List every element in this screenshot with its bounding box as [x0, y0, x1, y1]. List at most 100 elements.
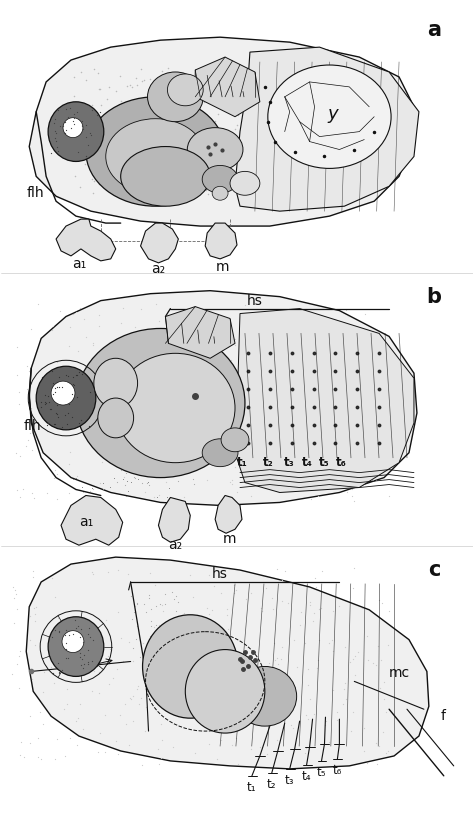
Point [141, 142, 149, 155]
Point [193, 79, 201, 92]
Point [293, 661, 301, 674]
Point [301, 480, 308, 493]
Point [235, 89, 243, 102]
Point [363, 450, 371, 463]
Point [89, 627, 96, 640]
Point [119, 473, 127, 486]
Point [39, 718, 47, 731]
Point [289, 417, 296, 430]
Point [68, 411, 76, 424]
Point [71, 108, 78, 121]
Point [277, 672, 285, 685]
Point [336, 600, 343, 613]
Point [367, 465, 374, 478]
Point [124, 107, 131, 120]
Point [210, 579, 218, 592]
Point [82, 119, 90, 132]
Ellipse shape [62, 631, 84, 653]
Point [139, 637, 147, 650]
Point [170, 437, 177, 450]
Point [129, 715, 137, 728]
Point [158, 92, 165, 105]
Point [47, 661, 55, 674]
Point [155, 758, 163, 771]
Ellipse shape [212, 186, 228, 200]
Point [54, 492, 61, 505]
Point [145, 151, 153, 164]
Polygon shape [29, 37, 414, 226]
Point [226, 431, 234, 444]
Point [85, 634, 93, 647]
Point [117, 632, 124, 645]
Point [346, 655, 354, 668]
Point [256, 740, 264, 753]
Point [116, 709, 123, 722]
Point [90, 175, 98, 188]
Point [346, 418, 354, 431]
Point [167, 628, 174, 641]
Point [76, 651, 84, 664]
Point [73, 369, 80, 382]
Point [79, 636, 87, 649]
Point [121, 697, 128, 710]
Point [66, 445, 74, 458]
Point [89, 337, 96, 350]
Point [257, 107, 264, 120]
Point [306, 693, 314, 706]
Point [102, 353, 109, 366]
Point [208, 603, 216, 616]
Point [250, 313, 258, 326]
Point [70, 112, 78, 125]
Point [55, 103, 62, 116]
Point [146, 592, 153, 605]
Point [167, 340, 175, 353]
Point [29, 571, 37, 584]
Point [88, 654, 96, 667]
Point [329, 645, 337, 658]
Point [167, 97, 174, 110]
Point [334, 464, 342, 477]
Point [257, 410, 264, 423]
Point [329, 327, 337, 340]
Point [324, 480, 331, 493]
Point [380, 725, 387, 738]
Point [86, 630, 93, 643]
Point [218, 321, 225, 334]
Point [95, 319, 103, 332]
Point [94, 660, 101, 673]
Text: mc: mc [389, 667, 410, 681]
Point [177, 349, 184, 362]
Point [240, 358, 247, 371]
Point [109, 164, 116, 177]
Point [72, 614, 79, 627]
Point [244, 392, 252, 405]
Point [12, 588, 20, 601]
Point [101, 163, 109, 176]
Point [189, 306, 196, 319]
Point [151, 393, 158, 406]
Point [249, 466, 256, 479]
Point [155, 140, 162, 153]
Point [48, 365, 56, 378]
Point [347, 724, 355, 737]
Point [348, 490, 356, 503]
Point [94, 116, 102, 129]
Point [215, 168, 222, 181]
Point [127, 693, 134, 706]
Point [79, 122, 87, 135]
Point [127, 79, 134, 92]
Point [203, 474, 211, 487]
Ellipse shape [167, 74, 203, 106]
Point [91, 493, 99, 506]
Point [138, 758, 146, 771]
Point [174, 595, 182, 608]
Point [249, 708, 256, 721]
Point [358, 419, 366, 432]
Point [56, 120, 64, 133]
Point [13, 657, 21, 670]
Point [384, 639, 392, 652]
Point [34, 732, 42, 745]
Point [34, 297, 41, 310]
Ellipse shape [51, 381, 75, 405]
Point [251, 336, 259, 349]
